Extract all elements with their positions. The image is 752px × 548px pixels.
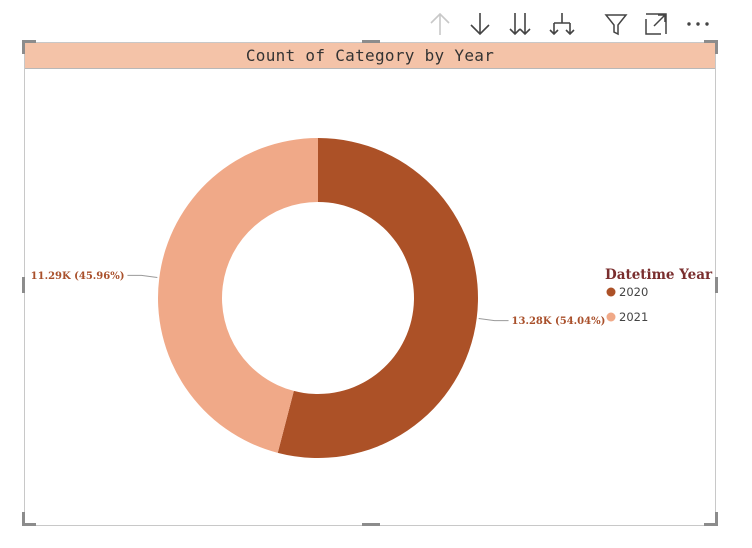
donut-slice-2021[interactable] — [157, 138, 318, 453]
resize-handle-top-right[interactable] — [704, 40, 718, 43]
legend-marker-2021 — [606, 312, 616, 322]
filter-icon[interactable] — [600, 8, 632, 40]
expand-next-level-icon[interactable] — [504, 8, 536, 40]
chart-title: Count of Category by Year — [245, 46, 495, 65]
resize-handle-bottom-right-v[interactable] — [715, 512, 718, 526]
resize-handle-bottom[interactable] — [362, 523, 380, 526]
leader-line-2020 — [478, 318, 509, 322]
data-label-2020: 13.28K (54.04%) — [512, 316, 606, 327]
donut-slice-2020[interactable] — [277, 138, 478, 458]
legend-label-2021[interactable]: 2021 — [619, 310, 648, 324]
donut-chart-visual[interactable]: Count of Category by Year 13.28K (54.04%… — [24, 42, 716, 526]
more-options-icon[interactable] — [682, 8, 714, 40]
drill-down-icon[interactable] — [464, 8, 496, 40]
drill-up-icon[interactable] — [424, 8, 456, 40]
leader-line-2021 — [127, 274, 158, 278]
resize-handle-top-right-v[interactable] — [715, 40, 718, 54]
visual-header-toolbar — [420, 8, 720, 42]
legend-label-2020[interactable]: 2020 — [619, 285, 648, 299]
legend-title: Datetime Year — [605, 267, 713, 283]
resize-handle-bottom-right[interactable] — [704, 523, 718, 526]
resize-handle-top-left[interactable] — [22, 40, 36, 43]
resize-handle-left[interactable] — [22, 277, 25, 293]
chart-title-bar: Count of Category by Year — [25, 43, 715, 69]
focus-mode-icon[interactable] — [640, 8, 672, 40]
resize-handle-top-left-v[interactable] — [22, 40, 25, 54]
data-label-2021: 11.29K (45.96%) — [31, 271, 125, 282]
legend-marker-2020 — [606, 287, 616, 297]
resize-handle-top[interactable] — [362, 40, 380, 43]
resize-handle-bottom-left-v[interactable] — [22, 512, 25, 526]
chart-canvas: 13.28K (54.04%) 11.29K (45.96%) Datetime … — [31, 138, 713, 458]
resize-handle-bottom-left[interactable] — [22, 523, 36, 526]
resize-handle-right[interactable] — [715, 277, 718, 293]
expand-all-icon[interactable] — [546, 8, 578, 40]
